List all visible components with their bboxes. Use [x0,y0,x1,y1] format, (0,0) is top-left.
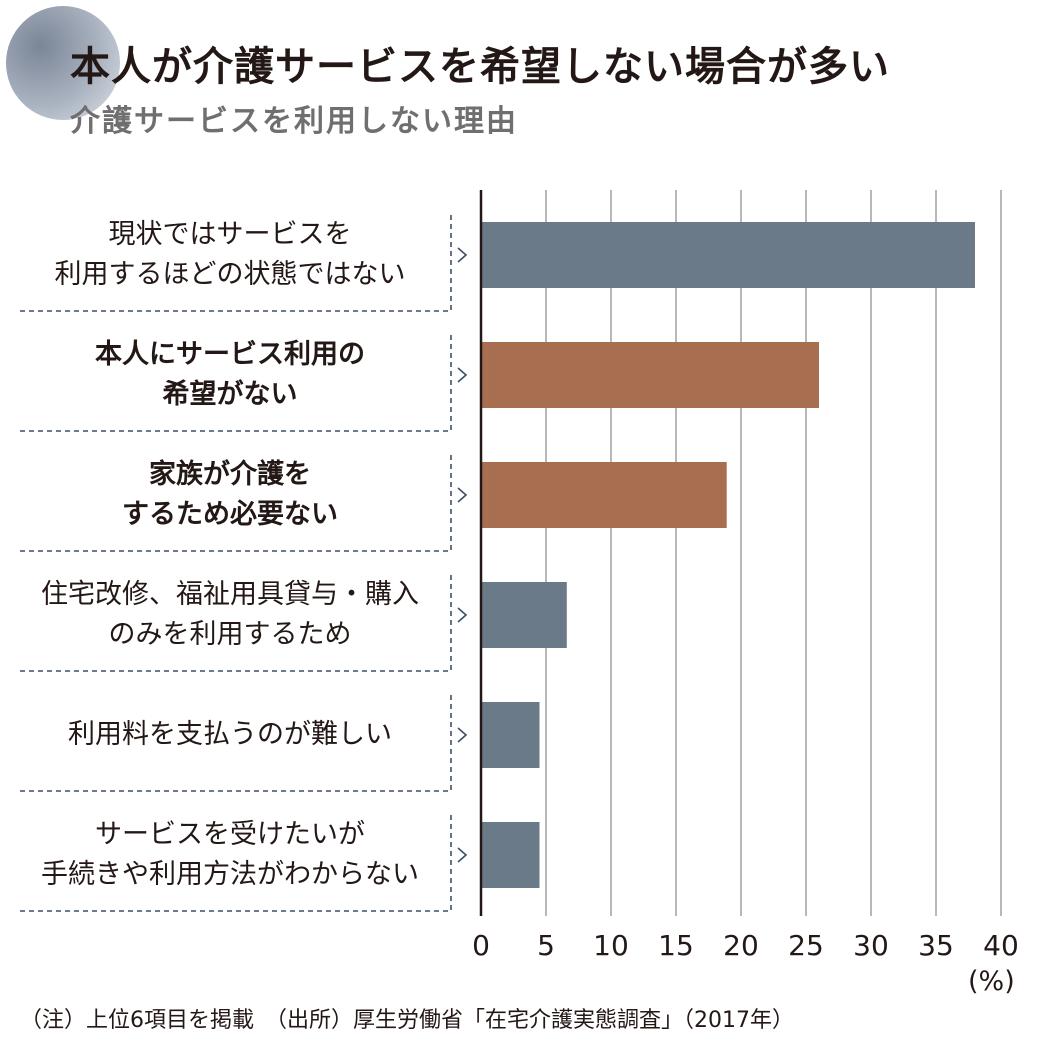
label-divider [20,691,452,792]
bar [481,822,540,888]
x-tick-label: 25 [788,929,824,962]
bracket-marker [457,367,468,383]
bar [481,222,975,288]
source-footnote: （注）上位6項目を掲載 （出所）厚生労働省「在宅介護実態調査」（2017年） [20,1008,794,1033]
label-divider [20,331,452,432]
chart-title: 本人が介護サービスを希望しない場合が多い [70,44,890,90]
bar [481,702,540,768]
bar [481,462,727,528]
label-divider [20,451,452,552]
category-label: 利用料を支払うのが難しい [68,719,392,750]
category-label: 現状ではサービスを 利用するほどの状態ではない [54,219,406,290]
category-label: 住宅改修、福祉用具貸与・購入 のみを利用するため [41,579,419,650]
label-divider [20,211,452,312]
category-label: 家族が介護を するため必要ない [122,459,338,530]
bracket-marker [457,847,468,863]
x-tick-label: 10 [593,929,629,962]
x-unit-label: (%) [968,966,1015,997]
x-tick-label: 40 [983,929,1019,962]
bracket-marker [457,727,468,743]
x-tick-label: 5 [537,929,555,962]
category-label: 本人にサービス利用の 希望がない [95,339,365,410]
x-tick-label: 30 [853,929,889,962]
x-tick-label: 15 [658,929,694,962]
x-tick-label: 0 [472,929,490,962]
bracket-marker [457,607,468,623]
label-divider [20,811,452,912]
x-tick-label: 35 [918,929,954,962]
bracket-marker [457,247,468,263]
x-tick-label: 20 [723,929,759,962]
label-divider [20,571,452,672]
chart-subtitle: 介護サービスを利用しない理由 [70,104,518,139]
bar [481,342,819,408]
bracket-marker [457,487,468,503]
corner-decoration [6,6,120,120]
bar [481,582,567,648]
category-label: サービスを受けたいが 手続きや利用方法がわからない [41,819,419,890]
